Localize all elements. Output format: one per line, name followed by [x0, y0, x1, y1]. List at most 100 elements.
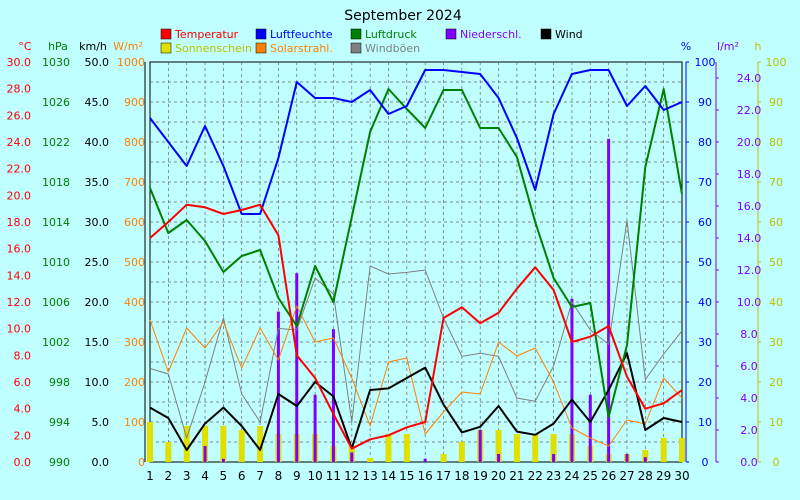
y-tick-solar: 500 [124, 256, 145, 269]
sunshine-bar [367, 458, 374, 462]
x-tick-label: 10 [307, 469, 322, 483]
sunshine-bar [238, 430, 245, 462]
y-tick-wind: 0.0 [92, 456, 110, 469]
x-tick-label: 7 [256, 469, 264, 483]
x-tick-label: 27 [619, 469, 634, 483]
x-tick-label: 18 [454, 469, 469, 483]
x-tick-label: 28 [638, 469, 653, 483]
legend-label: Luftfeuchte [270, 28, 333, 41]
legend-swatch [350, 42, 362, 54]
y-tick-solar: 900 [124, 96, 145, 109]
axis-unit-rain: l/m² [717, 40, 739, 53]
series-line-wind [149, 352, 683, 451]
y-tick-rain: 10.0 [737, 296, 762, 309]
series-line-luftdruck [149, 88, 683, 418]
x-tick-label: 26 [601, 469, 616, 483]
rain-bar [313, 394, 317, 462]
sunshine-bar [220, 426, 227, 462]
x-tick-label: 24 [564, 469, 579, 483]
sunshine-bar [257, 426, 264, 462]
x-tick-label: 20 [491, 469, 506, 483]
axis-unit-wind: km/h [79, 40, 107, 53]
x-tick-label: 3 [183, 469, 191, 483]
y-tick-hum: 100 [695, 56, 716, 69]
y-tick-sun: 30 [769, 336, 783, 349]
y-tick-press: 1026 [42, 96, 70, 109]
y-tick-temp: 20.0 [7, 189, 32, 202]
x-tick-label: 8 [275, 469, 283, 483]
series-line-windben [149, 219, 683, 439]
y-axes: 0.0 2.0 4.0 6.0 8.0 10.0 12.0 14.0 16.0 18.0 20.0 2… [7, 56, 787, 469]
x-tick-label: 19 [473, 469, 488, 483]
y-tick-temp: 22.0 [7, 163, 32, 176]
axis-unit-press: hPa [48, 40, 68, 53]
y-tick-wind: 10.0 [85, 376, 110, 389]
x-tick-label: 14 [381, 469, 396, 483]
y-tick-solar: 1000 [117, 56, 145, 69]
y-tick-solar: 400 [124, 296, 145, 309]
y-tick-hum: 30 [698, 336, 712, 349]
legend-swatch [445, 28, 457, 40]
y-tick-temp: 4.0 [14, 403, 32, 416]
rain-bar [276, 311, 280, 462]
rain-bar [625, 454, 629, 462]
y-tick-rain: 18.0 [737, 168, 762, 181]
y-tick-press: 1006 [42, 296, 70, 309]
y-tick-sun: 10 [769, 416, 783, 429]
y-tick-press: 1018 [42, 176, 70, 189]
series-lines [149, 69, 683, 451]
rain-bar [588, 394, 592, 462]
y-tick-sun: 40 [769, 296, 783, 309]
chart-title: September 2024 [344, 8, 462, 24]
legend-label: Windböen [365, 42, 420, 55]
x-tick-label: 1 [146, 469, 154, 483]
y-tick-wind: 40.0 [85, 136, 110, 149]
y-tick-wind: 5.0 [92, 416, 110, 429]
rain-bar [350, 452, 354, 462]
y-tick-press: 1014 [42, 216, 70, 229]
x-tick-label: 21 [509, 469, 524, 483]
y-tick-rain: 22.0 [737, 104, 762, 117]
rain-bar [423, 458, 427, 462]
rain-bar [295, 273, 299, 462]
y-tick-press: 994 [49, 416, 70, 429]
y-tick-sun: 0 [773, 456, 780, 469]
y-tick-hum: 80 [698, 136, 712, 149]
x-tick-label: 15 [399, 469, 414, 483]
y-tick-rain: 6.0 [740, 360, 758, 373]
x-tick-label: 23 [546, 469, 561, 483]
sunshine-bar [458, 442, 465, 462]
x-tick-label: 29 [656, 469, 671, 483]
y-tick-rain: 24.0 [737, 72, 762, 85]
y-tick-sun: 70 [769, 176, 783, 189]
y-tick-temp: 6.0 [14, 376, 32, 389]
axis-unit-hum: % [681, 40, 691, 53]
legend-label: Luftdruck [365, 28, 417, 41]
x-tick-label: 6 [238, 469, 246, 483]
y-tick-solar: 700 [124, 176, 145, 189]
y-tick-sun: 80 [769, 136, 783, 149]
x-tick-label: 30 [674, 469, 689, 483]
x-tick-label: 5 [220, 469, 228, 483]
y-tick-temp: 14.0 [7, 269, 32, 282]
y-tick-solar: 0 [138, 456, 145, 469]
rain-bar [643, 457, 647, 462]
x-tick-label: 11 [326, 469, 341, 483]
y-tick-wind: 30.0 [85, 216, 110, 229]
y-tick-temp: 24.0 [7, 136, 32, 149]
series-line-luftfeuchte [149, 69, 683, 215]
rain-bar [221, 458, 225, 462]
y-tick-rain: 2.0 [740, 424, 758, 437]
x-tick-label: 25 [583, 469, 598, 483]
x-axis: 1 2 3 4 5 6 7 8 9 10 11 12 13 14 15 16 17 18 19 20 21 22 23 24 2… [146, 469, 689, 483]
sunshine-bar [679, 438, 685, 462]
x-tick-label: 4 [201, 469, 209, 483]
y-tick-solar: 800 [124, 136, 145, 149]
y-tick-sun: 90 [769, 96, 783, 109]
y-tick-rain: 4.0 [740, 392, 758, 405]
y-tick-press: 998 [49, 376, 70, 389]
sunshine-bar [660, 438, 667, 462]
y-tick-solar: 300 [124, 336, 145, 349]
sunshine-bar [183, 426, 190, 462]
y-tick-hum: 90 [698, 96, 712, 109]
